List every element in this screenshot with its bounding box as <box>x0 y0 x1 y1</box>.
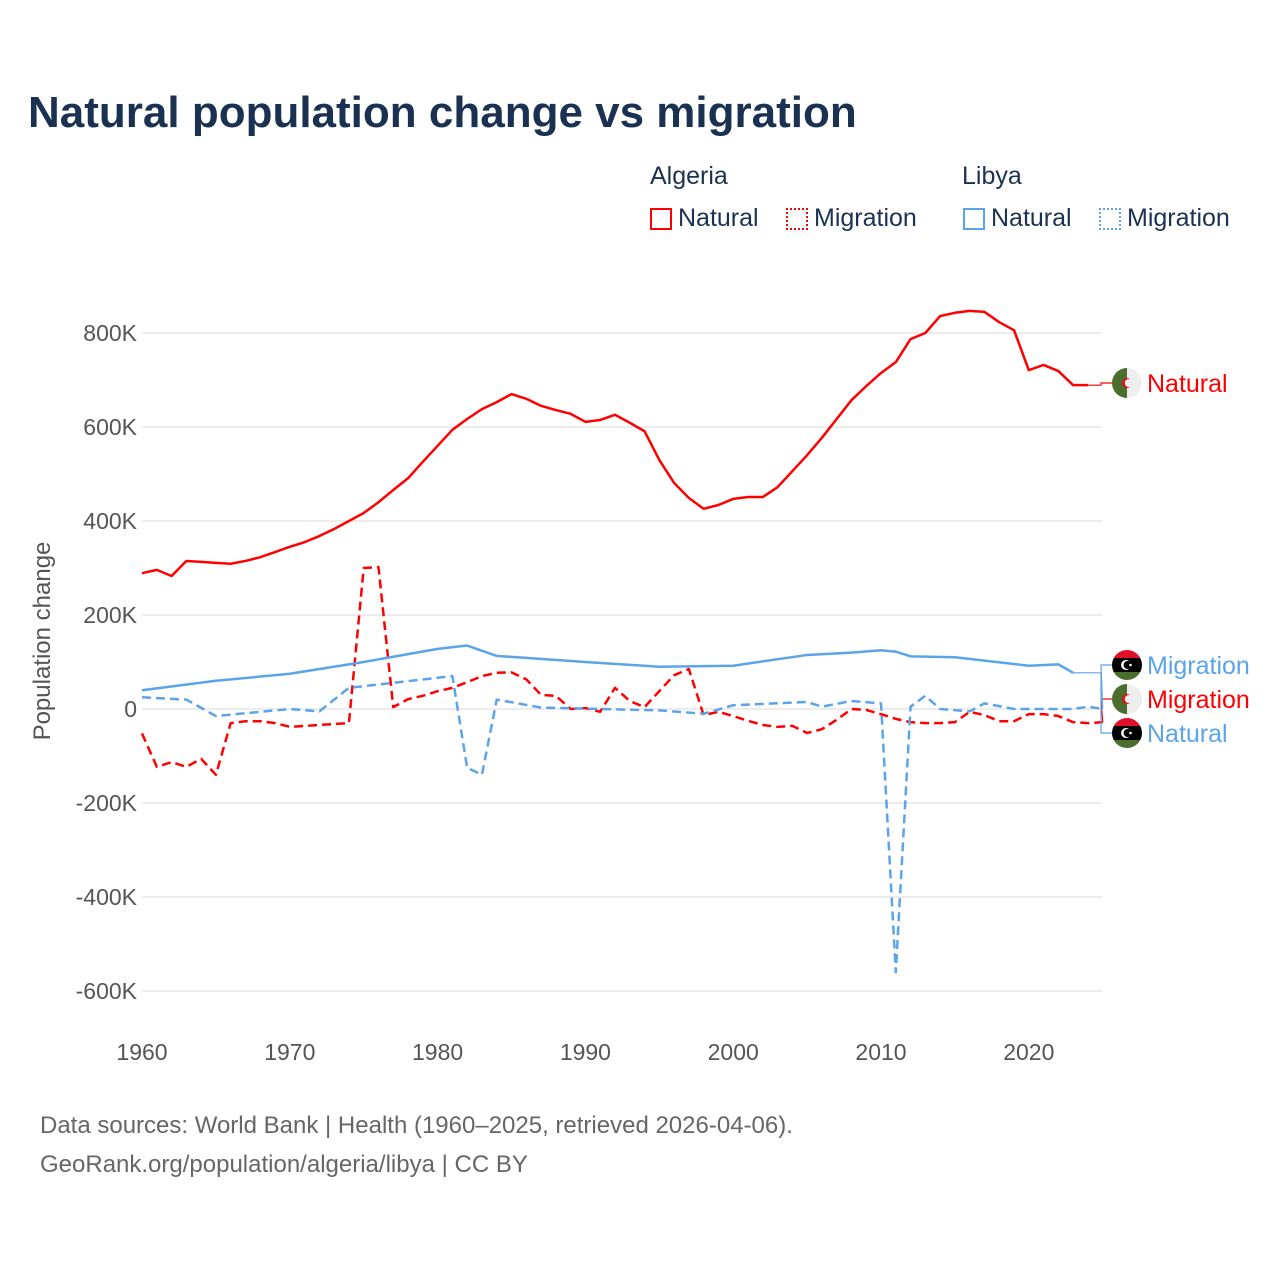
page-title: Natural population change vs migration <box>28 88 857 137</box>
series-line-libya-natural[interactable] <box>141 644 1074 692</box>
legend-libya-natural[interactable]: Natural <box>963 204 1072 233</box>
x-tick-label: 1970 <box>264 1039 315 1065</box>
libya-flag-icon <box>1112 650 1142 680</box>
y-tick-label: -200K <box>76 790 138 816</box>
footer: Data sources: World Bank | Health (1960–… <box>40 1106 793 1184</box>
footer-sources: Data sources: World Bank | Health (1960–… <box>40 1112 793 1139</box>
x-tick-label: 2020 <box>1003 1039 1054 1065</box>
end-label-leader <box>1100 664 1112 710</box>
legend-swatch-solid <box>963 207 985 230</box>
y-tick-label: 400K <box>83 508 137 534</box>
algeria-flag-icon <box>1112 684 1142 714</box>
y-tick-label: 600K <box>83 414 137 440</box>
series-line-algeria-natural[interactable] <box>141 309 1088 578</box>
end-label-leader <box>1087 382 1112 386</box>
end-label: Migration <box>1147 686 1250 714</box>
legend-label: Migration <box>814 204 917 232</box>
legend-swatch-dotted <box>786 207 808 230</box>
legend-swatch-solid <box>650 207 672 230</box>
algeria-flag-icon <box>1112 368 1142 398</box>
y-axis-label: Population change <box>29 542 56 741</box>
end-label: Migration <box>1147 652 1250 680</box>
libya-flag-icon <box>1112 718 1142 748</box>
y-tick-label: -400K <box>76 884 138 910</box>
legend-label: Natural <box>991 204 1072 232</box>
y-tick-label: -600K <box>76 978 138 1004</box>
x-tick-label: 1960 <box>116 1039 167 1065</box>
legend-libya-migration[interactable]: Migration <box>1099 204 1230 233</box>
x-tick-label: 2000 <box>708 1039 759 1065</box>
series-line-algeria-migration[interactable] <box>140 565 1103 777</box>
x-tick-label: 2010 <box>855 1039 906 1065</box>
end-label: Natural <box>1147 370 1228 398</box>
legend-algeria-migration[interactable]: Migration <box>786 204 917 233</box>
x-tick-label: 1980 <box>412 1039 463 1065</box>
y-tick-label: 200K <box>83 602 137 628</box>
series-line-libya-migration[interactable] <box>141 674 1103 974</box>
y-tick-label: 0 <box>124 696 137 722</box>
x-tick-label: 1990 <box>560 1039 611 1065</box>
end-label-leader <box>1073 672 1112 734</box>
legend-group-algeria: Algeria <box>650 162 728 190</box>
legend-label: Migration <box>1127 204 1230 232</box>
end-label: Natural <box>1147 720 1228 748</box>
y-tick-label: 800K <box>83 320 137 346</box>
legend-group-libya: Libya <box>962 162 1022 190</box>
footer-link[interactable]: GeoRank.org/population/algeria/libya | C… <box>40 1151 528 1178</box>
legend-algeria-natural[interactable]: Natural <box>650 204 759 233</box>
legend-swatch-dotted <box>1099 207 1121 230</box>
legend-label: Natural <box>678 204 759 232</box>
